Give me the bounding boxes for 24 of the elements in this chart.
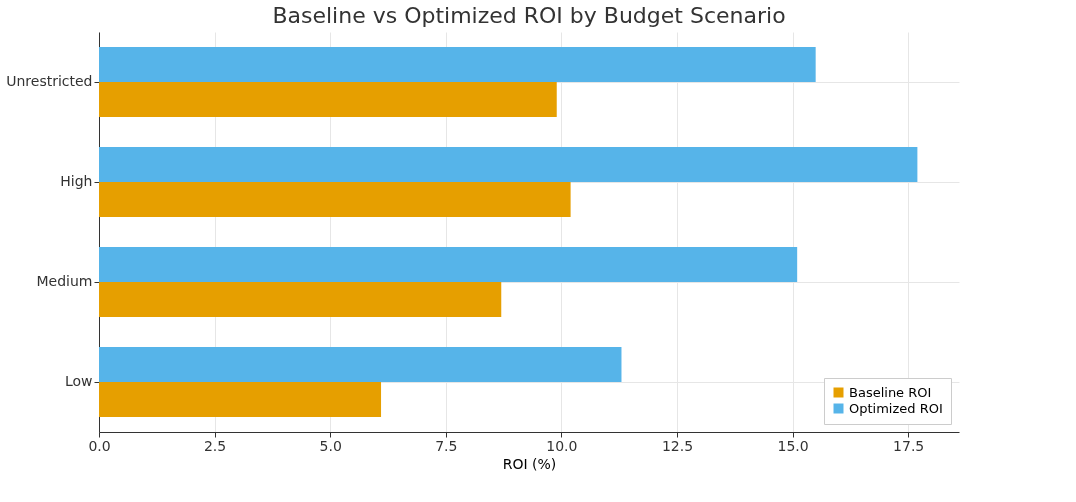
y-tick-label: Low: [64, 373, 93, 389]
bar: [99, 82, 557, 117]
x-tick-label: 5.0: [319, 437, 342, 454]
legend-label: Optimized ROI: [849, 400, 943, 416]
x-tick-label: 15.0: [777, 437, 809, 454]
x-axis-title: ROI (%): [502, 455, 557, 472]
legend-label: Baseline ROI: [849, 384, 932, 400]
bar: [99, 147, 918, 182]
x-tick-label: 12.5: [661, 437, 694, 454]
y-tick-label: Unrestricted: [6, 73, 93, 89]
chart-title: Baseline vs Optimized ROI by Budget Scenario: [272, 3, 786, 28]
bar: [99, 282, 502, 317]
x-tick-label: 2.5: [203, 437, 227, 454]
x-tick-label: 0.0: [88, 437, 111, 454]
y-tick-label: High: [60, 173, 93, 189]
bar: [99, 47, 816, 82]
x-tick-label: 17.5: [893, 437, 925, 454]
bar: [99, 247, 798, 282]
y-tick-label: Medium: [36, 273, 93, 289]
x-tick-label: 10.0: [546, 437, 578, 454]
bar: [99, 347, 622, 382]
bar: [99, 382, 382, 417]
bar: [99, 182, 571, 217]
x-tick-label: 7.5: [435, 437, 458, 454]
